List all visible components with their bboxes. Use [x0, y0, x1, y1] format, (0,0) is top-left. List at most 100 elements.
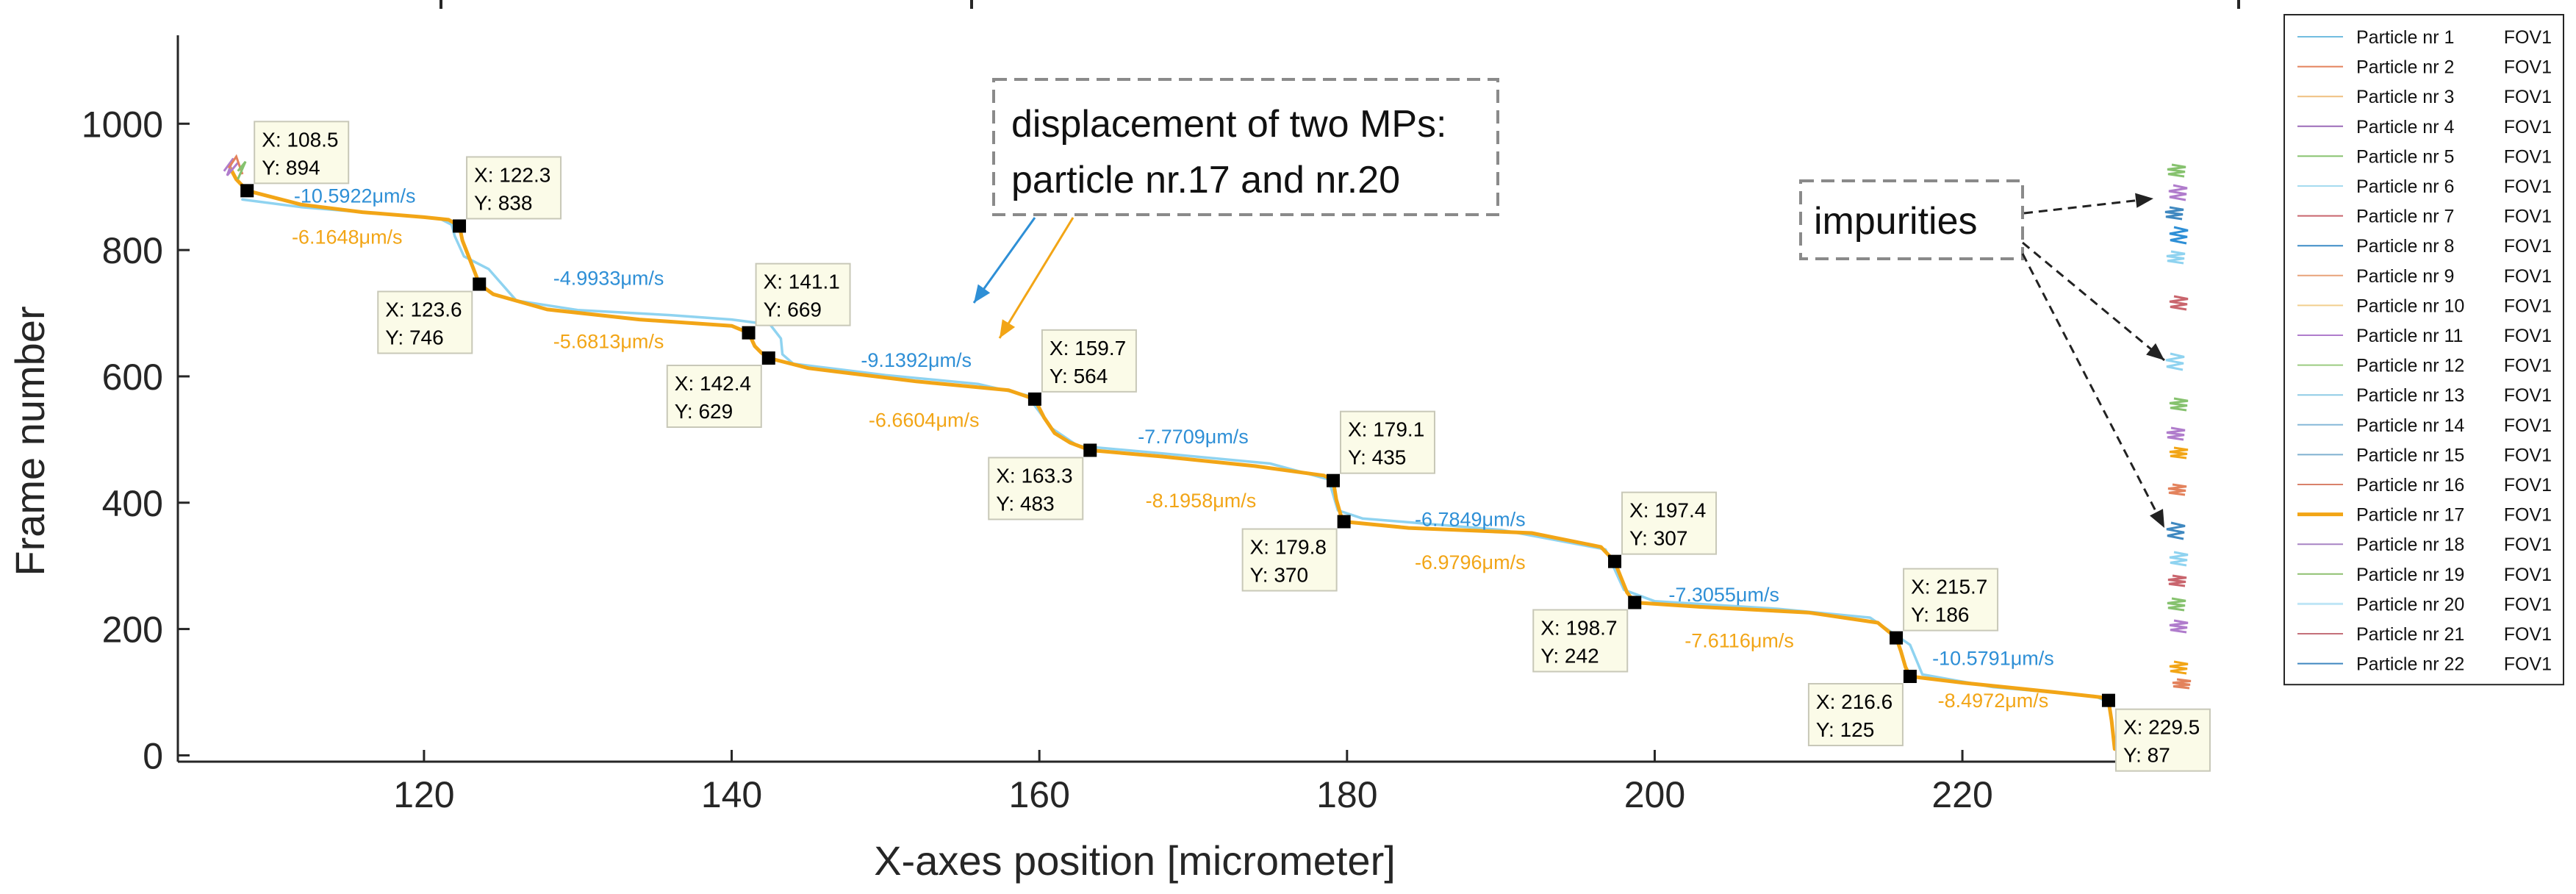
- impurities-annotation-box: [1799, 179, 2024, 260]
- datatip-box: [666, 365, 762, 429]
- legend-file: FOV1: [2504, 117, 2552, 137]
- legend-file: FOV1: [2504, 356, 2552, 376]
- impurity-trace: [2166, 521, 2186, 540]
- datatip-y: Y: 629: [675, 400, 733, 423]
- impurity-trace: [2169, 660, 2189, 675]
- legend-file: FOV1: [2504, 27, 2552, 48]
- mps-annotation: displacement of two MPs: particle nr.17 …: [992, 78, 1499, 216]
- legend-file: FOV1: [2504, 565, 2552, 585]
- speed-label: -8.1958μm/s: [1146, 490, 1257, 512]
- datatip: X: 142.4 Y: 629: [666, 351, 775, 429]
- legend-entry: Particle nr 4 FOV1: [2297, 117, 2552, 137]
- legend-entry: Particle nr 15 FOV1: [2297, 445, 2552, 465]
- datatip-x: X: 123.6: [385, 298, 462, 321]
- legend-file: FOV1: [2504, 57, 2552, 78]
- legend-file: FOV1: [2504, 146, 2552, 167]
- legend-entry: Particle nr 2 FOV1: [2297, 57, 2552, 78]
- legend-entry: Particle nr 6 FOV1: [2297, 176, 2552, 197]
- legend-file: FOV1: [2504, 326, 2552, 346]
- impurity-trace: [2169, 446, 2189, 459]
- legend-label: Particle nr 5: [2356, 146, 2454, 167]
- datatip: X: 179.8 Y: 370: [1241, 515, 1351, 592]
- datatip-box: [377, 290, 473, 354]
- legend-entry: Particle nr 5 FOV1: [2297, 146, 2552, 167]
- arrow-impurity-3: [2021, 253, 2166, 529]
- legend-entry: Particle nr 10 FOV1: [2297, 296, 2552, 316]
- legend-file: FOV1: [2504, 385, 2552, 406]
- datatip-marker: [2101, 693, 2115, 707]
- mps-annotation-line2: particle nr.17 and nr.20: [1011, 159, 1400, 201]
- speed-label: -10.5922μm/s: [294, 185, 416, 207]
- datatip-x: X: 122.3: [474, 163, 550, 186]
- legend-label: Particle nr 20: [2356, 594, 2464, 615]
- datatip: X: 215.7 Y: 186: [1890, 568, 1999, 645]
- impurity-trace: [2169, 295, 2189, 311]
- datatip-box: [1807, 683, 1904, 747]
- datatip-x: X: 197.4: [1629, 499, 1706, 522]
- datatip-box: [988, 457, 1084, 521]
- impurity-trace: [2169, 226, 2189, 245]
- impurity-trace: [2169, 397, 2189, 412]
- legend-file: FOV1: [2504, 176, 2552, 197]
- x-tick-label: 200: [1624, 774, 1685, 815]
- datatip-box: [2114, 708, 2211, 772]
- legend-label: Particle nr 13: [2356, 385, 2464, 406]
- datatip-box: [466, 156, 562, 220]
- y-tick-label: 0: [143, 735, 163, 776]
- datatip-box: [1532, 609, 1629, 673]
- datatip-x: X: 142.4: [675, 372, 751, 395]
- datatip-marker: [1628, 596, 1642, 609]
- x-tick-label: 180: [1316, 774, 1377, 815]
- legend-label: Particle nr 7: [2356, 207, 2454, 227]
- y-tick-label: 400: [102, 483, 163, 524]
- legend-label: Particle nr 1: [2356, 27, 2454, 48]
- legend-file: FOV1: [2504, 475, 2552, 496]
- arrow-impurity-2: [2022, 241, 2165, 362]
- legend-label: Particle nr 10: [2356, 296, 2464, 316]
- legend-entry: Particle nr 13 FOV1: [2297, 385, 2552, 406]
- datatip-y: Y: 894: [262, 156, 320, 179]
- impurity-trace: [2169, 619, 2189, 634]
- datatip-marker: [453, 219, 467, 233]
- legend-label: Particle nr 18: [2356, 534, 2464, 555]
- datatip-x: X: 159.7: [1050, 337, 1126, 360]
- datatip: X: 198.7 Y: 242: [1532, 596, 1642, 673]
- datatip-y: Y: 186: [1911, 604, 1969, 626]
- impurities-annotation-text: impurities: [1814, 200, 1978, 243]
- speed-label: -7.6116μm/s: [1685, 629, 1794, 651]
- datatip-y: Y: 242: [1540, 644, 1599, 667]
- legend-label: Particle nr 16: [2356, 475, 2464, 496]
- y-tick-label: 600: [102, 357, 163, 398]
- legend-label: Particle nr 22: [2356, 654, 2464, 675]
- impurity-trace: [2169, 551, 2189, 567]
- datatip-y: Y: 435: [1348, 446, 1406, 469]
- x-tick-label: 160: [1008, 774, 1069, 815]
- impurity-trace: [2167, 163, 2186, 178]
- y-axis-title: Frame number: [7, 306, 53, 576]
- legend-file: FOV1: [2504, 87, 2552, 107]
- datatip: X: 123.6 Y: 746: [377, 277, 487, 354]
- legend-entry: Particle nr 12 FOV1: [2297, 356, 2552, 376]
- x-tick-label: 140: [701, 774, 762, 815]
- legend-entry: Particle nr 14 FOV1: [2297, 415, 2552, 436]
- impurity-trace: [237, 160, 247, 180]
- mps-annotation-box: [992, 78, 1499, 216]
- legend-entry: Particle nr 9 FOV1: [2297, 266, 2552, 287]
- legend-label: Particle nr 14: [2356, 415, 2464, 436]
- speed-label: -9.1392μm/s: [861, 349, 972, 371]
- speed-label: -10.5791μm/s: [1932, 648, 2054, 670]
- arrow-particle-17-head: [1000, 319, 1016, 338]
- speed-label: -4.9933μm/s: [553, 267, 664, 289]
- arrow-impurity-1-shaft: [2023, 197, 2154, 215]
- legend-entry: Particle nr 21 FOV1: [2297, 624, 2552, 645]
- datatip-box: [1903, 568, 1999, 632]
- datatip-x: X: 179.8: [1250, 536, 1327, 559]
- legend-entry: Particle nr 20 FOV1: [2297, 594, 2552, 615]
- legend-file: FOV1: [2504, 296, 2552, 316]
- datatip-y: Y: 838: [474, 191, 532, 214]
- impurity-trace: [2167, 574, 2187, 587]
- x-tick-label: 120: [393, 774, 454, 815]
- datatip-box: [755, 262, 851, 326]
